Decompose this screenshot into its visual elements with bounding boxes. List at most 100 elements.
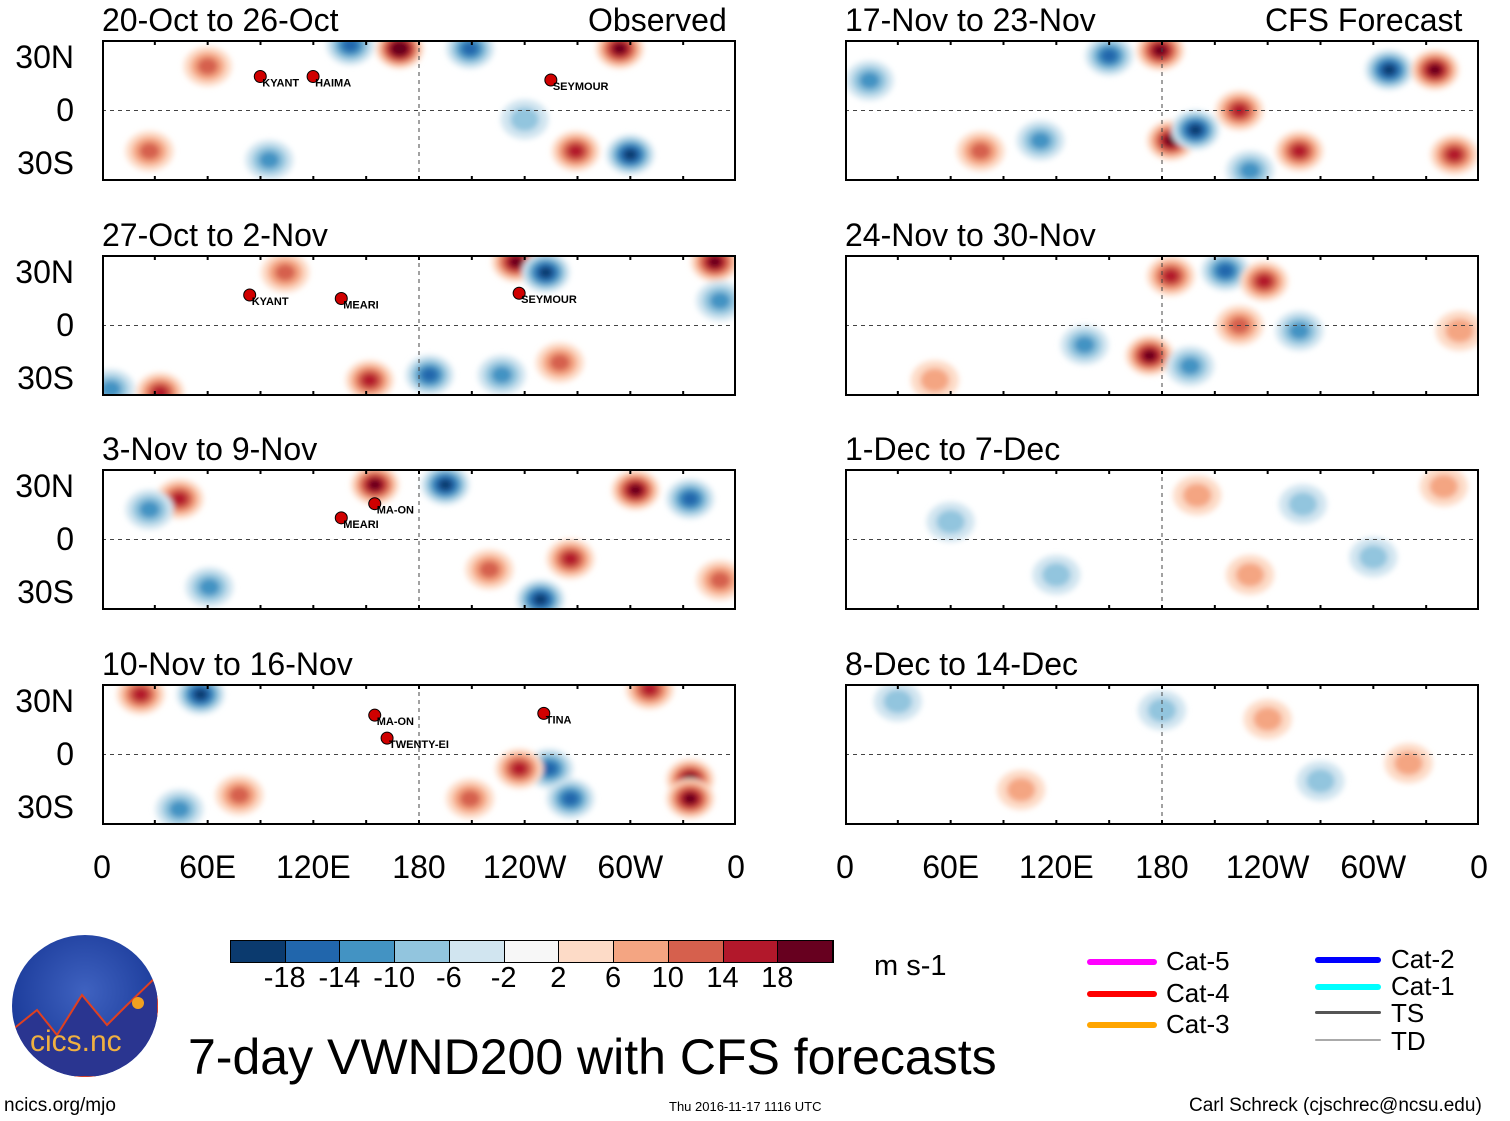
anomaly-contour (132, 687, 149, 702)
legend-label: TD (1391, 1026, 1426, 1056)
panel-title: 1-Dec to 7-Dec (845, 431, 1061, 467)
colorbar-swatch (285, 941, 341, 962)
storm-label: TINA (546, 714, 572, 726)
figure-title: 7-day VWND200 with CFS forecasts (188, 1029, 997, 1085)
anomaly-contour (510, 107, 540, 132)
storm-marker-icon (306, 69, 320, 83)
x-tick-label: 180 (1135, 849, 1189, 885)
colorbar (230, 940, 834, 963)
x-tick-label: 120W (482, 849, 567, 885)
storm-marker-icon (253, 69, 267, 83)
x-tick-label: 120E (1018, 849, 1094, 885)
colorbar-swatch (723, 941, 779, 962)
y-tick-label: 30S (17, 360, 74, 396)
colorbar-label: -10 (373, 962, 416, 994)
y-tick-label: 30N (15, 468, 74, 504)
anomaly-contour (509, 256, 523, 268)
x-tick-label: 60E (179, 849, 237, 885)
y-tick-label: 0 (56, 92, 74, 128)
anomaly-contour (920, 368, 950, 393)
anomaly-contour (1382, 64, 1396, 76)
anomaly-contour (562, 792, 579, 806)
colorbar-swatch (668, 941, 724, 962)
anomaly-contour (709, 292, 731, 310)
legend-label: TS (1391, 998, 1425, 1028)
anomaly-contour (623, 149, 637, 161)
colorbar-swatch (614, 941, 669, 962)
storm-label: KYANT (252, 296, 289, 308)
anomaly-contour (562, 552, 579, 566)
anomaly-contour (368, 479, 382, 491)
anomaly-contour (613, 43, 627, 55)
anomaly-contour (342, 40, 359, 52)
anomaly-contour (194, 688, 208, 700)
x-tick-label: 120W (1225, 849, 1310, 885)
legend-label: Cat-2 (1391, 944, 1455, 974)
anomaly-contour (102, 380, 122, 396)
anomaly-contour (197, 57, 218, 75)
x-tick-label: 120E (275, 849, 351, 885)
colorbar-label: -18 (263, 962, 306, 994)
colorbar-swatch (504, 941, 560, 962)
storm-marker-icon (243, 288, 257, 302)
storm-marker-icon (368, 497, 382, 511)
anomaly-contour (1030, 131, 1051, 150)
anomaly-contour (259, 151, 280, 169)
anomaly-contour (708, 256, 722, 268)
map-panel: KYANT MEARI SEYMOUR (102, 255, 736, 396)
legend-swatch (1087, 959, 1157, 965)
anomaly-contour (479, 560, 500, 579)
footer-url[interactable]: ncics.org/mjo (4, 1095, 116, 1116)
storm-label: SEYMOUR (521, 294, 577, 306)
storm-label: KYANT (262, 77, 299, 89)
anomaly-contour (229, 786, 250, 804)
anomaly-contour (709, 571, 731, 589)
legend-label: Cat-4 (1166, 978, 1230, 1008)
legend-label: Cat-5 (1166, 946, 1230, 976)
y-tick-label: 30N (15, 254, 74, 290)
anomaly-contour (139, 500, 160, 519)
y-tick-label: 30N (15, 683, 74, 719)
anomaly-contour (682, 492, 699, 506)
map-panel: MEARI MA-ON (102, 469, 736, 610)
legend-swatch (1315, 984, 1381, 990)
anomaly-contour (936, 509, 966, 534)
logo-text: cics.nc (30, 1025, 122, 1058)
colorbar-swatch (231, 941, 286, 962)
storm-marker-icon (334, 511, 348, 525)
y-tick-label: 30S (17, 145, 74, 181)
anomaly-contour (1074, 336, 1095, 354)
legend-label: Cat-1 (1391, 971, 1455, 1001)
storm-marker-icon (380, 731, 394, 745)
anomaly-contour (970, 142, 991, 160)
anomaly-contour (539, 267, 553, 278)
anomaly-contour (1253, 707, 1283, 732)
anomaly-contour (1289, 322, 1310, 340)
anomaly-contour (629, 484, 643, 496)
forecast-label: CFS Forecast (1265, 2, 1463, 38)
x-tick-label: 0 (836, 849, 854, 885)
storm-marker-icon (537, 706, 551, 720)
anomaly-contour (274, 263, 296, 282)
colorbar-label: -6 (436, 962, 462, 994)
anomaly-contour (1153, 44, 1167, 56)
colorbar-label: 14 (706, 962, 739, 994)
anomaly-contour (511, 761, 528, 776)
anomaly-contour (1041, 562, 1071, 587)
footer-author: Carl Schreck (cjschrec@ncsu.edu) (1189, 1095, 1482, 1116)
anomaly-contour (1429, 474, 1459, 499)
anomaly-contour (459, 790, 481, 808)
legend-swatch (1315, 957, 1381, 963)
map-panel (845, 684, 1479, 825)
legend-swatch (1087, 1022, 1157, 1028)
anomaly-contour (1188, 124, 1203, 136)
anomaly-contour (169, 800, 190, 818)
legend-label: Cat-3 (1166, 1009, 1230, 1039)
colorbar-label: 18 (761, 962, 794, 994)
storm-label: MEARI (343, 300, 378, 312)
x-tick-label: 0 (93, 849, 111, 885)
anomaly-contour (1291, 144, 1308, 158)
panel-title: 3-Nov to 9-Nov (102, 431, 318, 467)
map-panel (845, 255, 1479, 396)
